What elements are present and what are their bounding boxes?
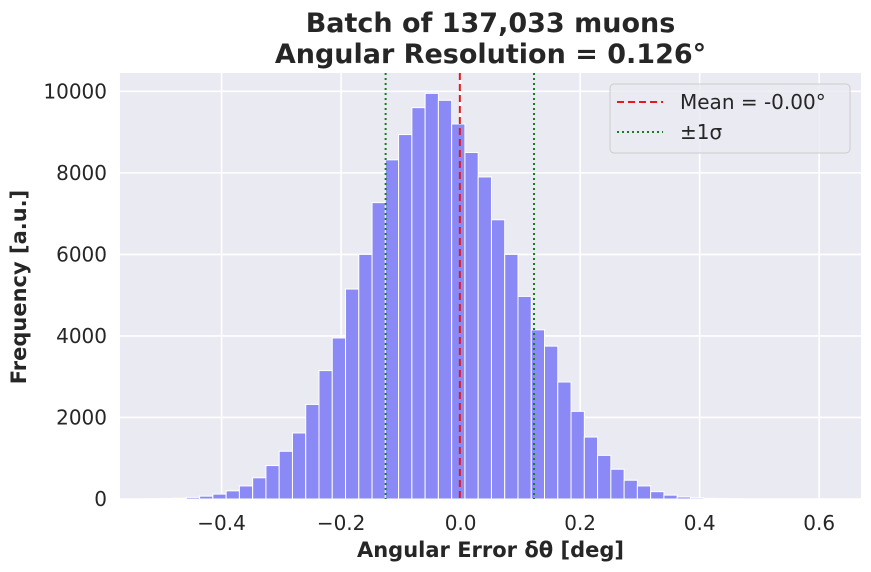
legend-box — [609, 83, 851, 154]
histogram-bars — [146, 92, 758, 500]
histogram-bar — [650, 491, 665, 500]
y-tick-label: 10000 — [43, 79, 107, 103]
histogram-bar — [676, 496, 691, 500]
histogram-bar — [424, 92, 439, 500]
histogram-bar — [517, 295, 532, 500]
histogram-bar — [225, 490, 240, 500]
chart-title-line1: Batch of 137,033 muons — [306, 8, 676, 39]
histogram-bar — [623, 479, 638, 500]
histogram-bar — [636, 485, 652, 500]
histogram-bar — [384, 159, 400, 500]
histogram-bar — [451, 123, 466, 500]
x-tick-label: −0.2 — [317, 511, 366, 535]
histogram-bar — [291, 432, 307, 500]
histogram-bar — [371, 202, 386, 500]
histogram-bar — [689, 497, 705, 500]
histogram-bar — [477, 176, 492, 500]
histogram-bar — [238, 485, 254, 500]
x-tick-label: 0.6 — [803, 511, 835, 535]
x-tick-label: 0.0 — [445, 511, 477, 535]
y-tick-labels: 0 2000 4000 6000 8000 10000 — [43, 79, 107, 511]
y-tick-label: 2000 — [56, 405, 107, 429]
histogram-bar — [172, 497, 187, 500]
histogram-bar — [358, 253, 373, 500]
histogram-bar — [544, 345, 559, 500]
histogram-bar — [663, 494, 678, 500]
histogram-bar — [305, 403, 320, 500]
y-tick-label: 8000 — [56, 161, 107, 185]
histogram-bar — [278, 450, 293, 500]
legend-mean-label: Mean = -0.00° — [680, 90, 826, 114]
y-tick-label: 6000 — [56, 242, 107, 266]
histogram-bar — [504, 253, 519, 500]
legend: Mean = -0.00° ±1σ — [609, 83, 851, 154]
histogram-bar — [583, 436, 599, 500]
histogram-bar — [265, 465, 280, 500]
y-tick-label: 0 — [94, 487, 107, 511]
histogram-bar — [437, 99, 453, 500]
histogram-bar — [557, 381, 572, 500]
histogram-bar — [570, 410, 585, 500]
histogram-bar — [331, 337, 347, 500]
x-tick-label: 0.4 — [684, 511, 716, 535]
histogram-bar — [490, 219, 506, 500]
y-axis-label: Frequency [a.u.] — [7, 190, 31, 385]
histogram-bar — [464, 151, 479, 500]
histogram-bar — [398, 134, 413, 500]
reference-lines — [384, 73, 536, 499]
histogram-bar — [185, 496, 201, 500]
histogram-bar — [345, 288, 360, 500]
x-tick-label: 0.2 — [564, 511, 596, 535]
histogram-bar — [252, 477, 267, 500]
histogram-bar — [212, 493, 227, 500]
histogram-bar — [610, 468, 625, 500]
histogram-bar — [318, 370, 333, 500]
x-tick-label: −0.4 — [197, 511, 246, 535]
chart-title-line2: Angular Resolution = 0.126° — [275, 39, 706, 70]
x-axis-label: Angular Error δθ [deg] — [357, 538, 624, 562]
legend-sigma-label: ±1σ — [680, 120, 722, 144]
histogram-bar — [703, 497, 718, 500]
x-tick-labels: −0.4 −0.2 0.0 0.2 0.4 0.6 — [197, 511, 835, 535]
histogram-bar — [199, 495, 214, 500]
histogram-bar — [411, 107, 426, 500]
histogram-bar — [597, 454, 612, 500]
y-tick-label: 4000 — [56, 324, 107, 348]
